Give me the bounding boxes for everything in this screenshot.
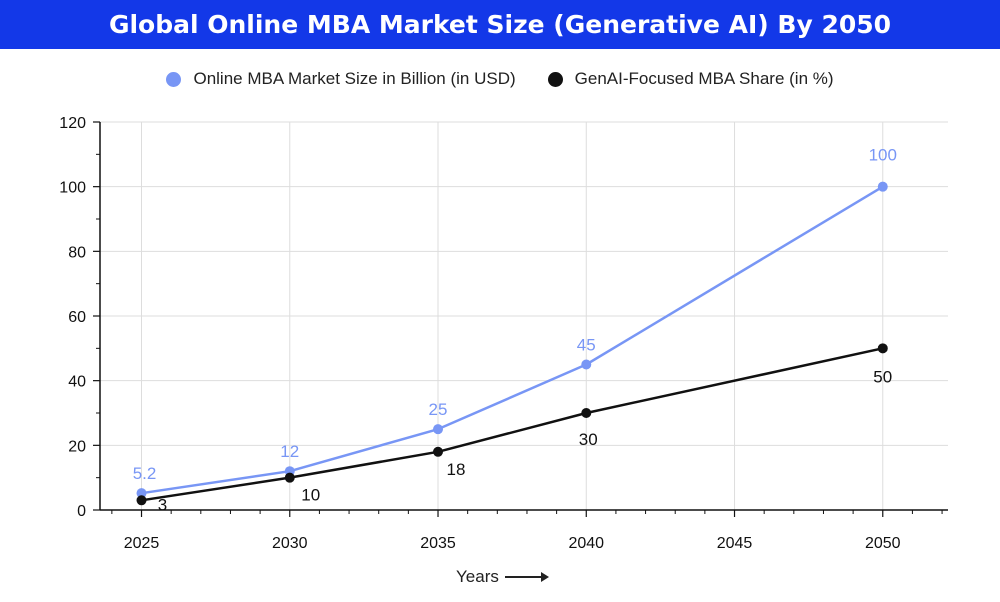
chart-title: Global Online MBA Market Size (Generativ… [108,10,892,39]
legend-label-market: Online MBA Market Size in Billion (in US… [193,69,516,88]
x-tick-label: 2040 [568,535,604,552]
x-tick-label: 2025 [124,535,160,552]
x-tick-label: 2045 [717,535,753,552]
x-axis-label: Years [456,567,499,586]
data-point-market [581,359,592,370]
data-label-market: 45 [577,336,596,355]
data-point-market [433,424,444,435]
y-tick-label: 100 [59,180,86,197]
data-label-market: 12 [280,442,299,461]
data-label-market: 5.2 [133,464,157,483]
data-label-market: 25 [429,400,448,419]
data-point-share [284,472,295,483]
data-label-share: 18 [447,460,466,479]
y-tick-label: 120 [59,115,86,132]
data-label-market: 100 [869,146,897,165]
data-point-share [877,343,888,354]
y-tick-label: 60 [68,309,86,326]
data-label-share: 30 [579,430,598,449]
x-tick-label: 2030 [272,535,308,552]
series-line-market [141,185,884,495]
x-tick-label: 2050 [865,535,901,552]
data-label-share: 10 [301,486,320,505]
data-point-share [581,408,592,418]
data-label-share: 3 [158,495,167,514]
x-axis-arrow-icon [504,572,549,582]
data-point-share [433,446,444,457]
y-tick-label: 20 [68,438,86,455]
data-point-market [136,488,147,499]
data-label-share: 50 [873,367,892,386]
y-tick-label: 80 [68,244,86,261]
legend-marker-market [166,71,182,87]
x-axis-title: Years [456,567,549,587]
data-point-share [136,495,147,506]
title-bar: Global Online MBA Market Size (Generativ… [0,0,1000,49]
legend-marker-share [547,71,563,87]
x-tick-label: 2035 [420,535,456,552]
legend-item-share[interactable]: GenAI-Focused MBA Share (in %) [547,69,834,89]
legend-label-share: GenAI-Focused MBA Share (in %) [574,69,834,88]
y-tick-label: 0 [77,503,86,520]
legend: Online MBA Market Size in Billion (in US… [0,62,1000,96]
data-point-market [877,181,888,192]
legend-item-market[interactable]: Online MBA Market Size in Billion (in US… [166,69,516,89]
y-tick-label: 40 [68,374,86,391]
